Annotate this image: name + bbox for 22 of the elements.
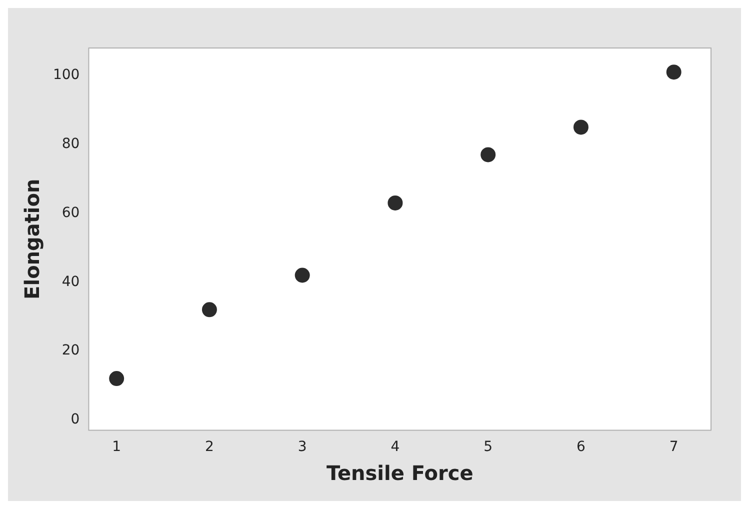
y-tick-label: 40 [62,274,80,290]
x-tick-label: 1 [112,439,122,456]
point [202,302,217,318]
y-tick-label: 80 [62,136,80,152]
x-tick-label: 6 [576,439,586,456]
x-tick-label: 7 [669,439,678,456]
point [109,371,124,386]
x-tick-label: 4 [390,439,400,456]
x-tick-label: 3 [298,439,307,456]
y-tick-label: 60 [62,204,80,221]
point [573,120,588,135]
y-tick-label: 20 [62,342,80,359]
x-axis-title: Tensile Force [326,461,474,486]
point [294,268,310,283]
y-tick-label: 0 [70,412,80,428]
y-axis-title: Elongation [20,178,44,300]
point [388,195,403,210]
x-tick-label: 2 [205,439,214,456]
y-tick-label: 100 [52,67,80,84]
point [666,64,682,80]
point [480,147,496,162]
x-tick-label: 5 [484,439,493,456]
